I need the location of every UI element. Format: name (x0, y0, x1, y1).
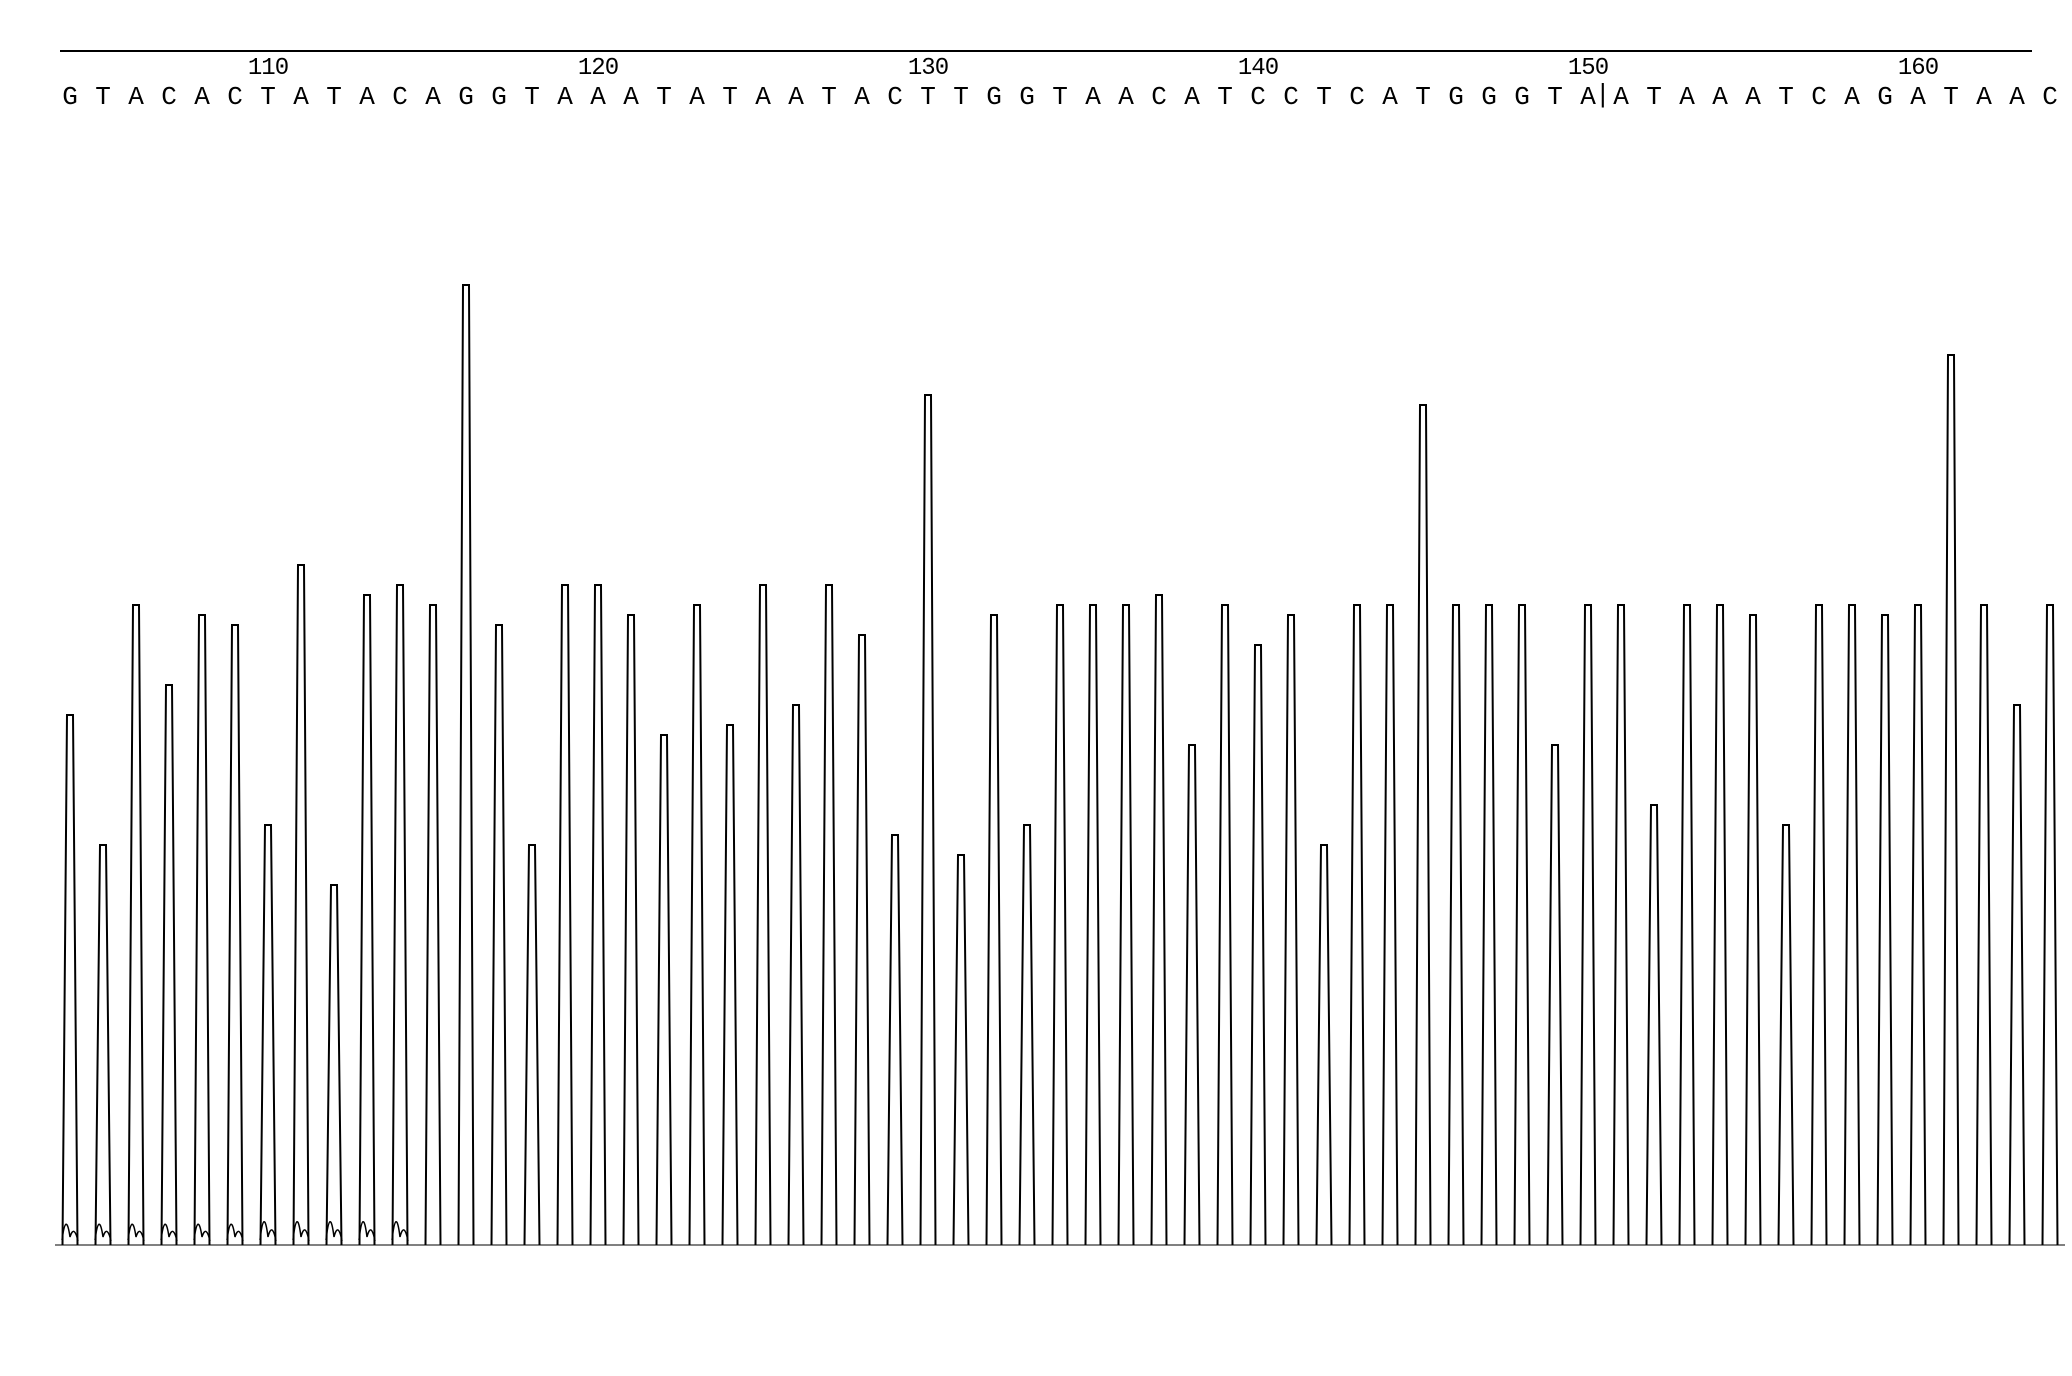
trace-peaks (63, 285, 2058, 1245)
base-call: A (557, 82, 573, 112)
tick-label: 120 (578, 55, 618, 82)
tick-label-row: 110 120 130 140 150 160 (0, 55, 2072, 85)
base-call: T (524, 82, 540, 112)
base-call: T (722, 82, 738, 112)
base-call: C (1250, 82, 1266, 112)
base-call: C (227, 82, 243, 112)
base-call: A (689, 82, 705, 112)
base-call: A (194, 82, 210, 112)
base-call: A (1085, 82, 1101, 112)
base-call: C (1811, 82, 1827, 112)
base-call: T (326, 82, 342, 112)
base-call: T (920, 82, 936, 112)
base-call: G (986, 82, 1002, 112)
base-call: T (95, 82, 111, 112)
base-call: A (1580, 82, 1596, 112)
base-call: A (623, 82, 639, 112)
base-call: T (1052, 82, 1068, 112)
base-call: G (1448, 82, 1464, 112)
base-call: T (1943, 82, 1959, 112)
tick-label: 150 (1568, 55, 1608, 82)
base-call: G (1481, 82, 1497, 112)
base-call: T (1217, 82, 1233, 112)
base-call: A (1118, 82, 1134, 112)
base-call: T (1547, 82, 1563, 112)
top-rule (60, 50, 2032, 52)
base-call: C (1283, 82, 1299, 112)
base-call: A (854, 82, 870, 112)
base-call: G (1019, 82, 1035, 112)
base-call: T (656, 82, 672, 112)
base-call: G (491, 82, 507, 112)
base-call: A (755, 82, 771, 112)
base-call: G (458, 82, 474, 112)
sequence-cursor: | (1595, 80, 1611, 110)
trace-svg (0, 170, 2072, 1270)
trace-noise (62, 1224, 243, 1241)
electropherogram-panel: 110120130140150160 GTACACTATACAGGTAAATAT… (0, 0, 2072, 1376)
base-call: A (1382, 82, 1398, 112)
base-call: C (1151, 82, 1167, 112)
base-call: G (62, 82, 78, 112)
base-call: A (1910, 82, 1926, 112)
trace-area (0, 170, 2072, 1270)
base-call: C (887, 82, 903, 112)
base-call: C (2042, 82, 2058, 112)
base-call: T (1316, 82, 1332, 112)
base-call: T (1778, 82, 1794, 112)
base-call: T (1646, 82, 1662, 112)
tick-label: 110 (248, 55, 288, 82)
sequence-row: GTACACTATACAGGTAAATATAATACTTGGTAACATCCTC… (0, 82, 2072, 112)
base-call: A (1613, 82, 1629, 112)
base-call: T (821, 82, 837, 112)
base-call: T (1415, 82, 1431, 112)
base-call: T (953, 82, 969, 112)
base-call: G (1514, 82, 1530, 112)
base-call: A (128, 82, 144, 112)
base-call: A (425, 82, 441, 112)
tick-label: 130 (908, 55, 948, 82)
base-call: A (788, 82, 804, 112)
base-call: A (1184, 82, 1200, 112)
tick-label: 140 (1238, 55, 1278, 82)
base-call: A (1976, 82, 1992, 112)
base-call: A (1844, 82, 1860, 112)
tick-label: 160 (1898, 55, 1938, 82)
base-call: A (1712, 82, 1728, 112)
base-call: A (2009, 82, 2025, 112)
base-call: A (590, 82, 606, 112)
base-call: A (293, 82, 309, 112)
base-call: T (260, 82, 276, 112)
base-call: A (1745, 82, 1761, 112)
base-call: C (1349, 82, 1365, 112)
base-call: A (1679, 82, 1695, 112)
base-call: A (359, 82, 375, 112)
base-call: C (161, 82, 177, 112)
base-call: G (1877, 82, 1893, 112)
base-call: C (392, 82, 408, 112)
trace-noise (260, 1222, 408, 1241)
